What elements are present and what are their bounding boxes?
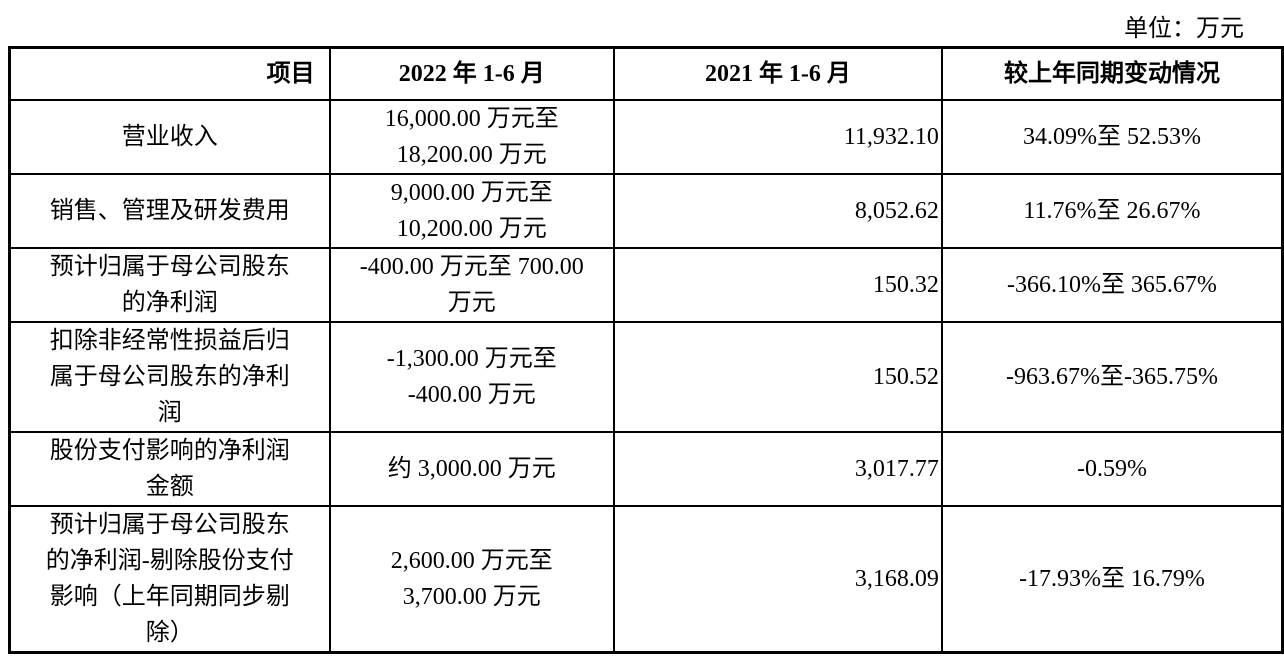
- cell-change: -17.93%至 16.79%: [940, 505, 1284, 654]
- cell-2022: -400.00 万元至 700.00 万元: [328, 247, 615, 323]
- cell-item: 扣除非经常性损益后归 属于母公司股东的净利润: [8, 321, 331, 433]
- cell-item-line: 营业收入: [121, 124, 218, 150]
- cell-item-line: 除）: [145, 620, 194, 646]
- cell-item-line: 的净利润: [121, 290, 218, 316]
- cell-2022: 约 3,000.00 万元: [328, 431, 615, 507]
- cell-item: 预计归属于母公司股东 的净利润-剔除股份支付 影响（上年同期同步剔 除）: [8, 505, 331, 654]
- cell-2022-line: 16,000.00 万元至: [384, 106, 559, 132]
- cell-2022-line: 10,200.00 万元: [396, 216, 547, 242]
- header-change: 较上年同期变动情况: [940, 46, 1284, 101]
- cell-item-line: 的净利润-剔除股份支付: [45, 548, 294, 574]
- cell-2022-line: 9,000.00 万元至: [390, 180, 553, 206]
- cell-2022: -1,300.00 万元至 -400.00 万元: [328, 321, 615, 433]
- cell-2022: 2,600.00 万元至 3,700.00 万元: [328, 505, 615, 654]
- cell-change: -366.10%至 365.67%: [940, 247, 1284, 323]
- cell-item-line: 润: [157, 400, 182, 426]
- cell-2021: 3,168.09: [612, 505, 943, 654]
- cell-item-line: 销售、管理及研发费用: [49, 198, 290, 224]
- cell-change: 34.09%至 52.53%: [940, 99, 1284, 175]
- header-row: 项目 2022 年 1-6 月 2021 年 1-6 月 较上年同期变动情况: [8, 46, 1284, 101]
- cell-2022-line: -400.00 万元: [407, 382, 536, 408]
- cell-2022-line: -1,300.00 万元至: [386, 346, 557, 372]
- table-row: 营业收入 16,000.00 万元至 18,200.00 万元 11,932.10 34…: [8, 99, 1284, 175]
- cell-item: 股份支付影响的净利润 金额: [8, 431, 331, 507]
- forecast-table: 项目 2022 年 1-6 月 2021 年 1-6 月 较上年同期变动情况 营…: [8, 46, 1284, 654]
- cell-2022-line: -400.00 万元至 700.00: [359, 254, 584, 280]
- cell-change: -0.59%: [940, 431, 1284, 507]
- unit-label: 单位：万元: [1124, 16, 1244, 42]
- cell-2022-line: 3,700.00 万元: [402, 584, 541, 610]
- cell-item-line: 扣除非经常性损益后归: [49, 328, 290, 354]
- cell-change: 11.76%至 26.67%: [940, 173, 1284, 249]
- cell-item: 预计归属于母公司股东 的净利润: [8, 247, 331, 323]
- cell-2021: 8,052.62: [612, 173, 943, 249]
- table-row: 销售、管理及研发费用 9,000.00 万元至 10,200.00 万元 8,052.…: [8, 173, 1284, 249]
- cell-2022-line: 18,200.00 万元: [396, 142, 547, 168]
- table-row: 股份支付影响的净利润 金额 约 3,000.00 万元 3,017.77 -0.59%: [8, 431, 1284, 507]
- cell-2022-line: 约 3,000.00 万元: [387, 456, 556, 482]
- table-row: 预计归属于母公司股东 的净利润-剔除股份支付 影响（上年同期同步剔 除） 2,600.0…: [8, 505, 1284, 654]
- cell-item-line: 金额: [145, 474, 194, 500]
- cell-item-line: 预计归属于母公司股东: [49, 512, 290, 538]
- cell-item-line: 属于母公司股东的净利: [49, 364, 290, 390]
- cell-2022-line: 万元: [447, 290, 496, 316]
- cell-item-line: 预计归属于母公司股东: [49, 254, 290, 280]
- header-2022: 2022 年 1-6 月: [328, 46, 615, 101]
- table-row: 预计归属于母公司股东 的净利润 -400.00 万元至 700.00 万元 150.32…: [8, 247, 1284, 323]
- header-item: 项目: [8, 46, 331, 101]
- cell-2022: 9,000.00 万元至 10,200.00 万元: [328, 173, 615, 249]
- cell-2021: 150.52: [612, 321, 943, 433]
- cell-change: -963.67%至-365.75%: [940, 321, 1284, 433]
- cell-2021: 150.32: [612, 247, 943, 323]
- cell-item-line: 股份支付影响的净利润: [49, 438, 290, 464]
- cell-2021: 11,932.10: [612, 99, 943, 175]
- cell-item: 销售、管理及研发费用: [8, 173, 331, 249]
- cell-2021: 3,017.77: [612, 431, 943, 507]
- cell-2022-line: 2,600.00 万元至: [390, 548, 553, 574]
- cell-item: 营业收入: [8, 99, 331, 175]
- table-row: 扣除非经常性损益后归 属于母公司股东的净利润 -1,300.00 万元至 -400.0…: [8, 321, 1284, 433]
- cell-2022: 16,000.00 万元至 18,200.00 万元: [328, 99, 615, 175]
- cell-item-line: 影响（上年同期同步剔: [49, 584, 290, 610]
- header-2021: 2021 年 1-6 月: [612, 46, 943, 101]
